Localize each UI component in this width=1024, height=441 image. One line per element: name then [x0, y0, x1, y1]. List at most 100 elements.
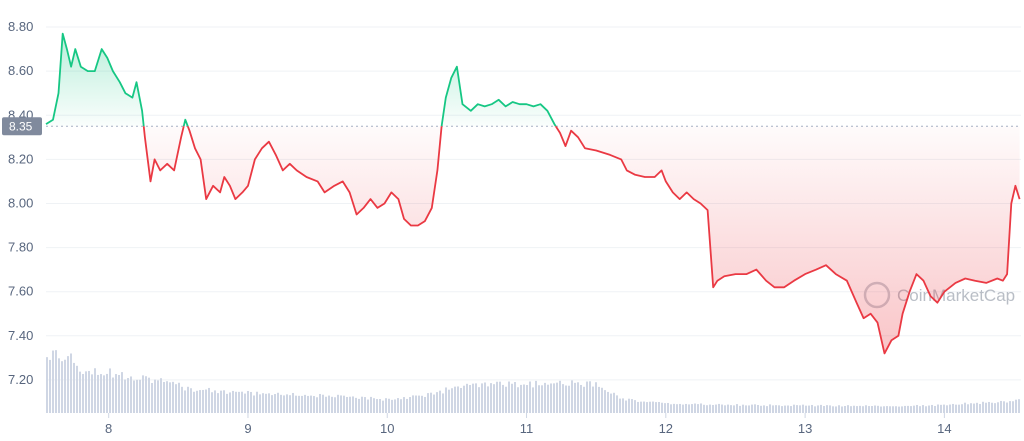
volume-bar: [961, 404, 963, 413]
volume-bar: [634, 400, 636, 413]
volume-bar: [349, 396, 351, 413]
volume-bar: [217, 393, 219, 413]
volume-bar: [1015, 399, 1017, 413]
volume-bar: [70, 353, 72, 413]
volume-bar: [859, 405, 861, 413]
volume-bar: [532, 387, 534, 413]
volume-bar: [448, 389, 450, 413]
volume-bar: [286, 394, 288, 413]
volume-bar: [649, 401, 651, 413]
volume-bar: [709, 404, 711, 413]
price-line-up: [45, 32, 557, 127]
volume-bar: [958, 404, 960, 413]
volume-bar: [889, 406, 891, 413]
volume-bar: [319, 393, 321, 413]
volume-bar: [394, 399, 396, 413]
volume-bar: [238, 391, 240, 413]
volume-bar: [598, 386, 600, 413]
volume-bar: [193, 391, 195, 413]
volume-bar: [298, 395, 300, 413]
volume-bar: [766, 406, 768, 413]
volume-bar: [124, 379, 126, 413]
volume-bar: [781, 406, 783, 413]
volume-bar: [427, 393, 429, 413]
volume-bar: [562, 384, 564, 413]
volume-bar: [604, 390, 606, 413]
volume-bar: [118, 375, 120, 413]
area-below-baseline: [46, 126, 1020, 354]
volume-bar: [571, 380, 573, 413]
volume-bar: [436, 392, 438, 413]
volume-bar: [334, 397, 336, 413]
volume-bar: [535, 380, 537, 413]
volume-bar: [154, 379, 156, 413]
volume-bar: [232, 390, 234, 413]
volume-bar: [814, 406, 816, 413]
volume-bar: [946, 405, 948, 413]
volume-bar: [739, 405, 741, 413]
volume-bar: [442, 393, 444, 413]
volume-bar: [721, 404, 723, 413]
volume-bar: [322, 394, 324, 413]
volume-bar: [373, 398, 375, 413]
volume-bar: [391, 399, 393, 413]
volume-bar: [742, 404, 744, 413]
volume-bar: [79, 371, 81, 413]
volume-bar: [265, 393, 267, 413]
volume-bar: [712, 404, 714, 413]
volume-bar: [565, 385, 567, 413]
volume-bar: [595, 382, 597, 413]
volume-bar: [694, 403, 696, 413]
baseline-label: 8.35: [9, 119, 33, 133]
volume-bar: [352, 396, 354, 413]
volume-bar: [175, 384, 177, 413]
volume-bar: [790, 406, 792, 413]
volume-bar: [916, 404, 918, 413]
volume-bar: [487, 386, 489, 413]
volume-bar: [304, 394, 306, 413]
volume-bar: [85, 371, 87, 413]
volume-bar: [670, 404, 672, 413]
volume-bar: [445, 387, 447, 413]
volume-bar: [910, 406, 912, 413]
volume-bar: [415, 395, 417, 413]
volume-bar: [112, 377, 114, 413]
volume-bar: [424, 396, 426, 413]
volume-bar: [787, 405, 789, 413]
volume-bar: [481, 383, 483, 413]
volume-bar: [505, 386, 507, 413]
volume-bar: [382, 400, 384, 413]
volume-bar: [583, 386, 585, 413]
watermark-text: CoinMarketCap: [897, 286, 1015, 305]
volume-bar: [853, 405, 855, 413]
volume-bar: [934, 405, 936, 413]
volume-bar: [502, 384, 504, 413]
volume-bar: [331, 396, 333, 413]
volume-bar: [493, 384, 495, 413]
volume-bar: [559, 380, 561, 413]
volume-bar: [169, 382, 171, 413]
volume-bar: [913, 405, 915, 413]
volume-bar: [61, 361, 63, 413]
volume-bar: [997, 402, 999, 413]
volume-bar: [688, 404, 690, 413]
volume-bar: [613, 392, 615, 413]
volume-bar: [835, 406, 837, 413]
volume-bar: [142, 375, 144, 413]
volume-bar: [523, 384, 525, 413]
volume-bar: [283, 395, 285, 413]
x-tick-label: 8: [105, 421, 112, 436]
volume-bar: [931, 404, 933, 413]
volume-bars: [46, 350, 1020, 413]
volume-bar: [874, 405, 876, 413]
volume-bar: [607, 391, 609, 413]
volume-bar: [205, 389, 207, 413]
y-axis: 8.808.608.408.208.007.807.607.407.20: [8, 19, 33, 387]
volume-bar: [364, 397, 366, 413]
volume-bar: [91, 374, 93, 413]
volume-bar: [166, 381, 168, 413]
volume-bar: [754, 404, 756, 413]
volume-bar: [421, 395, 423, 413]
volume-bar: [991, 402, 993, 413]
volume-bar: [82, 373, 84, 413]
